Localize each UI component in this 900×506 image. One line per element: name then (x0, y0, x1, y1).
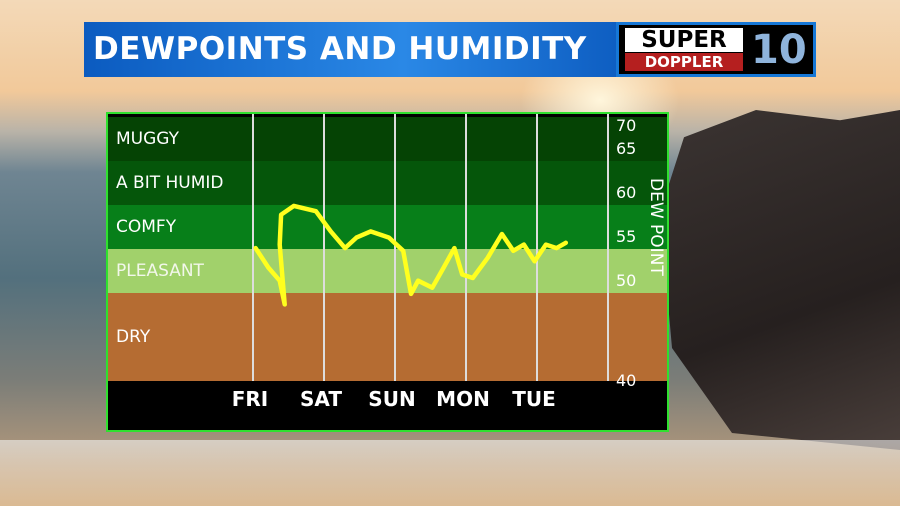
y-tick-label: 65 (616, 139, 637, 158)
y-tick-label: 55 (616, 227, 637, 246)
logo-number: 10 (751, 27, 807, 73)
background-rocks (660, 110, 900, 450)
day-gridline (323, 114, 325, 381)
band-pleasant: PLEASANT (108, 249, 667, 293)
logo-super: SUPER (625, 28, 743, 52)
x-tick-label: TUE (512, 387, 556, 411)
x-tick-label: MON (436, 387, 490, 411)
dewpoint-chart: MUGGY A BIT HUMID COMFY PLEASANT DRY 70 65 60 5… (106, 112, 669, 432)
x-tick-label: SUN (368, 387, 416, 411)
logo-doppler: DOPPLER (625, 53, 743, 71)
day-gridline (394, 114, 396, 381)
super-doppler-10-logo: SUPER DOPPLER 10 (616, 22, 816, 77)
day-gridline (607, 114, 609, 381)
day-gridline (536, 114, 538, 381)
day-gridline (465, 114, 467, 381)
background-surf (0, 440, 900, 506)
y-tick-label: 40 (616, 371, 637, 390)
x-tick-label: SAT (300, 387, 342, 411)
chart-plot (253, 203, 569, 307)
y-tick-label: 70 (616, 116, 637, 135)
day-gridline (252, 114, 254, 381)
band-dry: DRY (108, 293, 667, 381)
dewpoint-line (253, 203, 569, 307)
y-tick-label: 60 (616, 183, 637, 202)
band-comfy: COMFY (108, 205, 667, 249)
band-muggy: MUGGY (108, 117, 667, 161)
y-tick-label: 50 (616, 271, 637, 290)
page-title: DEWPOINTS AND HUMIDITY (84, 22, 616, 77)
band-a-bit-humid: A BIT HUMID (108, 161, 667, 205)
x-tick-label: FRI (231, 387, 269, 411)
